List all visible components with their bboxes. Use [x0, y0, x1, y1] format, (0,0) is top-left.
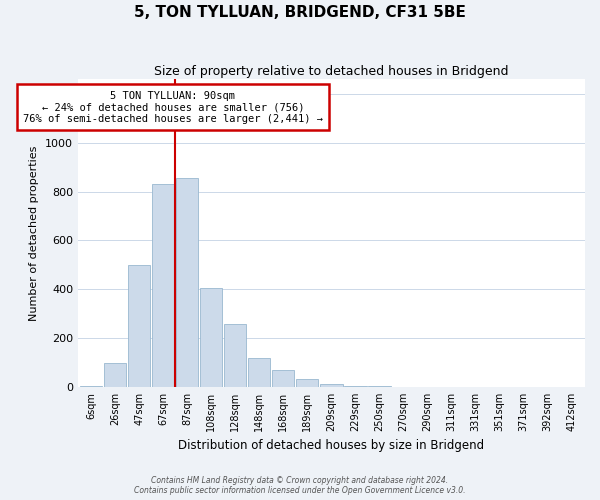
Bar — [80, 386, 102, 387]
Bar — [320, 384, 343, 387]
Text: 5 TON TYLLUAN: 90sqm
← 24% of detached houses are smaller (756)
76% of semi-deta: 5 TON TYLLUAN: 90sqm ← 24% of detached h… — [23, 90, 323, 124]
Text: 5, TON TYLLUAN, BRIDGEND, CF31 5BE: 5, TON TYLLUAN, BRIDGEND, CF31 5BE — [134, 5, 466, 20]
Bar — [344, 386, 367, 387]
Bar — [200, 288, 223, 387]
Title: Size of property relative to detached houses in Bridgend: Size of property relative to detached ho… — [154, 65, 509, 78]
Bar — [176, 178, 199, 387]
X-axis label: Distribution of detached houses by size in Bridgend: Distribution of detached houses by size … — [178, 440, 485, 452]
Bar — [296, 379, 319, 387]
Text: Contains HM Land Registry data © Crown copyright and database right 2024.
Contai: Contains HM Land Registry data © Crown c… — [134, 476, 466, 495]
Bar — [128, 266, 150, 387]
Bar — [248, 358, 271, 387]
Bar — [224, 324, 247, 387]
Y-axis label: Number of detached properties: Number of detached properties — [29, 146, 40, 320]
Bar — [272, 370, 295, 387]
Bar — [152, 184, 175, 387]
Bar — [104, 363, 126, 387]
